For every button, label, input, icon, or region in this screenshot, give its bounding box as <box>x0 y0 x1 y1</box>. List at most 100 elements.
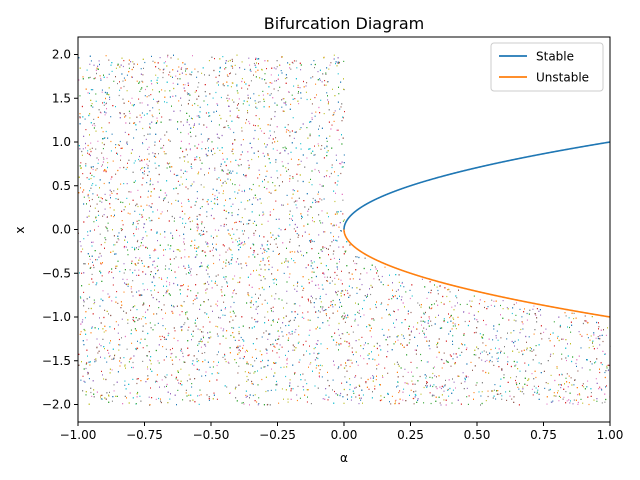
scatter-point <box>394 403 396 405</box>
scatter-point <box>89 255 90 257</box>
scatter-point <box>491 356 493 358</box>
scatter-point <box>133 162 135 164</box>
scatter-point <box>599 386 601 388</box>
scatter-point <box>166 81 168 83</box>
scatter-point <box>360 377 362 379</box>
scatter-point <box>322 322 324 324</box>
scatter-point <box>495 335 497 337</box>
scatter-point <box>395 341 396 343</box>
scatter-point <box>128 133 130 136</box>
scatter-point <box>113 384 115 386</box>
scatter-point <box>596 382 598 384</box>
scatter-point <box>87 193 89 196</box>
scatter-point <box>83 328 85 331</box>
scatter-point <box>297 86 299 88</box>
scatter-point <box>553 321 555 323</box>
scatter-point <box>317 353 319 355</box>
scatter-point <box>144 95 146 97</box>
scatter-point <box>323 176 325 178</box>
scatter-point <box>287 261 289 263</box>
scatter-point <box>180 257 182 259</box>
scatter-point <box>194 244 196 246</box>
scatter-point <box>250 80 252 82</box>
scatter-point <box>199 116 201 118</box>
scatter-point <box>173 282 175 285</box>
scatter-point <box>225 259 227 261</box>
scatter-point <box>135 257 137 259</box>
scatter-point <box>97 225 99 227</box>
scatter-point <box>120 155 122 157</box>
scatter-point <box>440 358 442 361</box>
scatter-point <box>210 336 212 338</box>
scatter-point <box>133 233 135 235</box>
scatter-point <box>152 152 154 154</box>
scatter-point <box>394 400 396 402</box>
scatter-point <box>136 393 138 395</box>
scatter-point <box>202 335 204 337</box>
scatter-point <box>244 243 246 245</box>
scatter-point <box>116 291 118 293</box>
scatter-point <box>290 158 292 160</box>
scatter-point <box>169 248 171 250</box>
scatter-point <box>342 166 344 168</box>
scatter-point <box>347 316 349 318</box>
scatter-point <box>576 359 578 361</box>
scatter-point <box>119 270 121 273</box>
scatter-point <box>318 191 319 193</box>
scatter-point <box>482 334 484 336</box>
scatter-point <box>334 110 336 112</box>
scatter-point <box>561 358 563 360</box>
scatter-point <box>196 297 198 299</box>
scatter-point <box>324 147 326 149</box>
scatter-point <box>464 379 466 381</box>
scatter-point <box>309 345 310 347</box>
scatter-point <box>139 114 141 116</box>
scatter-point <box>434 284 435 286</box>
scatter-point <box>281 388 283 390</box>
scatter-point <box>264 73 266 75</box>
scatter-point <box>165 265 167 267</box>
scatter-point <box>429 385 431 387</box>
scatter-point <box>280 327 282 329</box>
scatter-point <box>387 350 389 353</box>
scatter-point <box>269 130 271 132</box>
scatter-point <box>320 148 322 150</box>
scatter-point <box>148 146 150 148</box>
scatter-point <box>223 190 224 192</box>
scatter-point <box>255 66 257 68</box>
scatter-point <box>191 220 193 222</box>
scatter-point <box>219 149 221 151</box>
scatter-point <box>152 116 154 118</box>
scatter-point <box>191 333 192 335</box>
scatter-point <box>380 303 382 305</box>
scatter-point <box>225 265 227 267</box>
scatter-point <box>145 323 147 325</box>
scatter-point <box>375 304 376 306</box>
scatter-point <box>110 116 112 118</box>
scatter-point <box>491 390 493 392</box>
scatter-point <box>147 266 149 268</box>
scatter-point <box>107 162 109 164</box>
scatter-point <box>235 221 237 223</box>
scatter-point <box>322 73 324 75</box>
scatter-point <box>322 222 324 224</box>
scatter-point <box>327 99 329 101</box>
scatter-point <box>349 344 351 346</box>
scatter-point <box>340 172 342 175</box>
scatter-point <box>201 331 202 333</box>
scatter-point <box>297 92 299 94</box>
scatter-point <box>91 241 93 243</box>
scatter-point <box>390 314 391 316</box>
scatter-point <box>285 354 286 356</box>
scatter-point <box>126 142 128 144</box>
scatter-point <box>130 286 132 288</box>
scatter-point <box>102 156 104 159</box>
scatter-point <box>307 264 309 266</box>
scatter-point <box>101 165 102 167</box>
scatter-point <box>79 241 81 243</box>
scatter-point <box>241 190 243 192</box>
scatter-point <box>225 217 227 220</box>
scatter-point <box>244 175 246 177</box>
scatter-point <box>351 273 353 275</box>
scatter-point <box>593 334 595 336</box>
